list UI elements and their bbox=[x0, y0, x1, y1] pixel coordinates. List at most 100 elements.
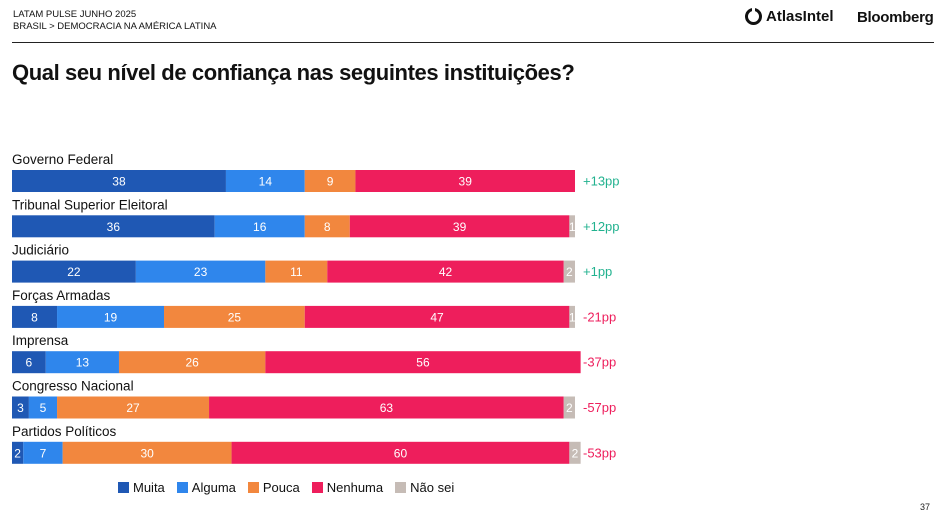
data-label-judiciario-muita: 22 bbox=[67, 265, 81, 279]
bar-partidos-politicos-muita bbox=[12, 441, 24, 464]
data-label-forcas-armadas-muita: 8 bbox=[31, 310, 38, 324]
bar-imprensa-alguma bbox=[45, 351, 119, 374]
bar-congresso-nacional-muita bbox=[12, 396, 29, 419]
bar-congresso-nacional-nao-sei bbox=[563, 396, 575, 419]
bar-tribunal-superior-eleitoral-pouca bbox=[304, 215, 350, 238]
bar-partidos-politicos-nao-sei bbox=[569, 441, 581, 464]
bar-judiciario-pouca bbox=[265, 260, 328, 283]
bar-governo-federal-alguma bbox=[225, 170, 305, 192]
header-divider bbox=[12, 42, 934, 43]
data-label-congresso-nacional-nao-sei: 2 bbox=[566, 401, 573, 415]
atlasintel-logo: AtlasIntel bbox=[745, 8, 834, 25]
data-label-imprensa-nenhuma: 56 bbox=[416, 356, 430, 370]
data-label-judiciario-nenhuma: 42 bbox=[439, 265, 453, 279]
stacked-bar-chart: Governo Federal 38 14 9 39 +13pp Tribunal Supe… bbox=[12, 152, 620, 464]
bar-imprensa-pouca bbox=[118, 351, 266, 374]
bar-judiciario-nenhuma bbox=[327, 260, 564, 283]
data-label-imprensa-alguma: 13 bbox=[76, 356, 90, 370]
page-title: Qual seu nível de confiança nas seguinte… bbox=[12, 60, 575, 85]
bar-tribunal-superior-eleitoral-nao-sei bbox=[569, 215, 575, 238]
data-label-judiciario-alguma: 23 bbox=[194, 265, 208, 279]
bar-congresso-nacional-nenhuma bbox=[209, 396, 564, 419]
data-label-judiciario-nao-sei: 2 bbox=[566, 265, 573, 279]
bar-judiciario-muita bbox=[12, 260, 136, 283]
bar-forcas-armadas-alguma bbox=[57, 305, 165, 328]
legend-item-nao-sei: Não sei bbox=[395, 480, 454, 495]
data-label-congresso-nacional-nenhuma: 63 bbox=[380, 401, 394, 415]
survey-name: LATAM PULSE JUNHO 2025 bbox=[13, 9, 137, 20]
net-label-congresso-nacional: -57pp bbox=[583, 400, 616, 415]
bar-judiciario-alguma bbox=[135, 260, 266, 283]
legend-swatch-alguma bbox=[176, 482, 188, 493]
data-label-partidos-politicos-muita: 2 bbox=[14, 446, 21, 460]
legend-label-nao-sei: Não sei bbox=[410, 480, 455, 495]
bar-forcas-armadas-nao-sei bbox=[569, 305, 575, 328]
bar-partidos-politicos-alguma bbox=[23, 441, 63, 464]
bar-imprensa-nenhuma bbox=[265, 351, 581, 374]
legend-label-muita: Muita bbox=[133, 480, 165, 495]
data-label-congresso-nacional-alguma: 5 bbox=[40, 401, 47, 415]
data-label-forcas-armadas-nao-sei: 1 bbox=[569, 310, 576, 324]
bar-forcas-armadas-muita bbox=[12, 305, 58, 328]
legend-item-pouca: Pouca bbox=[247, 480, 300, 495]
category-label-imprensa: Imprensa bbox=[12, 333, 69, 348]
legend-item-nenhuma: Nenhuma bbox=[311, 480, 384, 495]
report-header: LATAM PULSE JUNHO 2025 BRASIL > DEMOCRAC… bbox=[13, 9, 217, 33]
bar-partidos-politicos-nenhuma bbox=[231, 441, 570, 464]
data-label-tribunal-superior-eleitoral-pouca: 8 bbox=[324, 220, 331, 234]
data-label-governo-federal-alguma: 14 bbox=[259, 175, 273, 189]
bar-imprensa-muita bbox=[12, 351, 46, 374]
legend-swatch-muita bbox=[118, 482, 129, 493]
data-label-forcas-armadas-pouca: 25 bbox=[228, 310, 242, 324]
bloomberg-logo: Bloomberg bbox=[857, 9, 934, 26]
bar-judiciario-nao-sei bbox=[563, 260, 575, 283]
data-label-tribunal-superior-eleitoral-muita: 36 bbox=[107, 220, 121, 234]
category-label-tribunal-superior-eleitoral: Tribunal Superior Eleitoral bbox=[12, 197, 168, 212]
data-label-governo-federal-pouca: 9 bbox=[327, 175, 334, 189]
data-label-governo-federal-muita: 38 bbox=[112, 175, 126, 189]
net-label-governo-federal: +13pp bbox=[583, 174, 620, 189]
legend-item-alguma: Alguma bbox=[176, 480, 236, 495]
net-label-judiciario: +1pp bbox=[583, 264, 612, 279]
page-number: 37 bbox=[920, 502, 931, 512]
data-label-partidos-politicos-nenhuma: 60 bbox=[394, 446, 408, 460]
data-label-partidos-politicos-alguma: 7 bbox=[40, 446, 47, 460]
data-label-judiciario-pouca: 11 bbox=[290, 265, 303, 279]
bar-forcas-armadas-nenhuma bbox=[304, 305, 570, 328]
data-label-governo-federal-nenhuma: 39 bbox=[459, 175, 473, 189]
legend-label-nenhuma: Nenhuma bbox=[326, 480, 384, 495]
legend-label-pouca: Pouca bbox=[262, 480, 300, 495]
bar-tribunal-superior-eleitoral-muita bbox=[12, 215, 215, 238]
category-label-congresso-nacional: Congresso Nacional bbox=[12, 379, 134, 394]
data-label-tribunal-superior-eleitoral-nao-sei: 1 bbox=[569, 220, 576, 234]
data-label-tribunal-superior-eleitoral-nenhuma: 39 bbox=[453, 220, 467, 234]
data-label-imprensa-pouca: 26 bbox=[185, 356, 199, 370]
data-label-congresso-nacional-pouca: 27 bbox=[126, 401, 140, 415]
data-label-imprensa-muita: 6 bbox=[26, 356, 33, 370]
bar-governo-federal-nenhuma bbox=[355, 170, 575, 192]
category-label-partidos-politicos: Partidos Políticos bbox=[12, 424, 117, 439]
data-label-forcas-armadas-alguma: 19 bbox=[104, 310, 118, 324]
legend-swatch-pouca bbox=[247, 482, 259, 493]
chart-legend: Muita Alguma Pouca Nenhuma Não sei bbox=[118, 480, 454, 495]
atlasintel-logo-text: AtlasIntel bbox=[766, 8, 834, 25]
bar-tribunal-superior-eleitoral-nenhuma bbox=[349, 215, 570, 238]
category-label-governo-federal: Governo Federal bbox=[12, 152, 113, 167]
bar-tribunal-superior-eleitoral-alguma bbox=[214, 215, 305, 238]
data-label-forcas-armadas-nenhuma: 47 bbox=[430, 310, 444, 324]
net-label-tribunal-superior-eleitoral: +12pp bbox=[583, 219, 620, 234]
bar-forcas-armadas-pouca bbox=[164, 305, 305, 328]
legend-swatch-nao-sei bbox=[395, 482, 407, 493]
category-label-forcas-armadas: Forças Armadas bbox=[12, 288, 111, 303]
legend-label-alguma: Alguma bbox=[191, 480, 236, 495]
net-label-imprensa: -37pp bbox=[583, 355, 616, 370]
bar-governo-federal-pouca bbox=[304, 170, 356, 192]
legend-swatch-nenhuma bbox=[311, 482, 323, 493]
breadcrumb: BRASIL > DEMOCRACIA NA AMÉRICA LATINA bbox=[13, 21, 217, 32]
bar-congresso-nacional-alguma bbox=[28, 396, 58, 419]
legend-item-muita: Muita bbox=[118, 480, 165, 495]
data-label-partidos-politicos-nao-sei: 2 bbox=[572, 446, 579, 460]
net-label-partidos-politicos: -53pp bbox=[583, 445, 616, 460]
bar-governo-federal-muita bbox=[12, 170, 226, 192]
data-label-tribunal-superior-eleitoral-alguma: 16 bbox=[253, 220, 267, 234]
